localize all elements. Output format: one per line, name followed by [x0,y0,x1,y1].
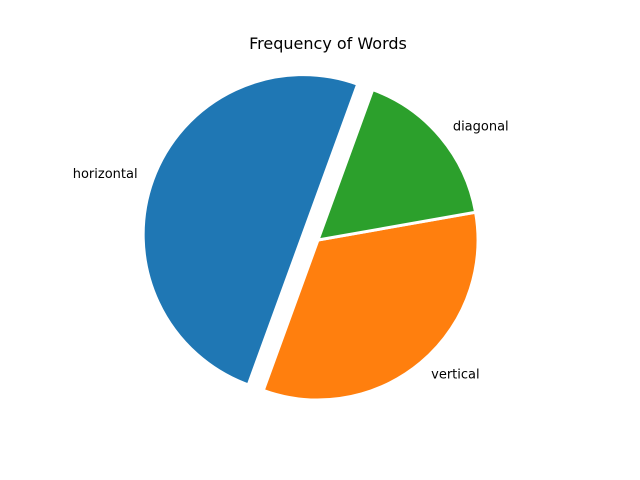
pie-label-vertical: vertical [431,367,479,382]
pie-label-diagonal: diagonal [453,119,509,134]
pie-label-horizontal: horizontal [73,167,138,182]
pie-slice-vertical [261,210,480,402]
pie-slice-horizontal [141,73,360,387]
pie-slices [141,73,480,402]
chart-title: Frequency of Words [249,34,407,53]
pie-slice-diagonal [315,87,478,242]
pie-labels: horizontal vertical diagonal [73,119,509,382]
